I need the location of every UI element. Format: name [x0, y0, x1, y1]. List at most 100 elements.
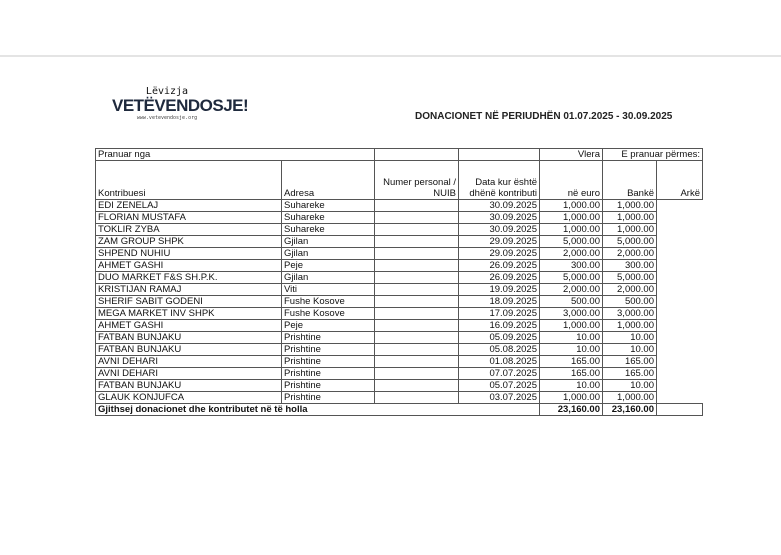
cell-bank: 1,000.00	[602, 211, 657, 224]
cell-cash	[657, 272, 703, 284]
col-date: Data kur është dhënë kontributi	[458, 160, 540, 200]
table-row: AHMET GASHI Peje 16.09.2025 1,000.00 1,000.0…	[95, 319, 703, 332]
cell-address: Peje	[281, 319, 375, 332]
cell-personal-number	[374, 355, 459, 368]
col-cash: Arkë	[656, 160, 703, 200]
logo-line1: Lëvizja	[145, 86, 189, 97]
cell-contributor: DUO MARKET F&S SH.P.K.	[95, 271, 282, 284]
cell-euro: 165.00	[539, 355, 603, 368]
table-row: AVNI DEHARI Prishtine 07.07.2025 165.00 165.…	[95, 367, 703, 380]
cell-cash	[657, 296, 703, 308]
cell-address: Fushe Kosove	[281, 295, 375, 308]
scan-artifact	[0, 55, 781, 57]
cell-cash	[657, 356, 703, 368]
cell-personal-number	[374, 331, 459, 344]
cell-euro: 3,000.00	[539, 307, 603, 320]
cell-date: 19.09.2025	[458, 283, 540, 296]
document-title: DONACIONET NË PERIUDHËN 01.07.2025 - 30.…	[415, 111, 673, 122]
cell-date: 30.09.2025	[458, 199, 540, 212]
cell-bank: 2,000.00	[602, 247, 657, 260]
cell-euro: 10.00	[539, 331, 603, 344]
cell-cash	[657, 320, 703, 332]
cell-date: 01.08.2025	[458, 355, 540, 368]
cell-cash	[657, 332, 703, 344]
cell-cash	[657, 236, 703, 248]
cell-contributor: SHPEND NUHIU	[95, 247, 282, 260]
cell-bank: 300.00	[602, 259, 657, 272]
table-row: AVNI DEHARI Prishtine 01.08.2025 165.00 165.…	[95, 355, 703, 368]
cell-bank: 165.00	[602, 355, 657, 368]
cell-contributor: AHMET GASHI	[95, 259, 282, 272]
cell-date: 03.07.2025	[458, 391, 540, 404]
cell-euro: 1,000.00	[539, 319, 603, 332]
cell-cash	[657, 344, 703, 356]
col-contributor: Kontribuesi	[95, 160, 282, 200]
cell-euro: 2,000.00	[539, 247, 603, 260]
cell-date: 05.09.2025	[458, 331, 540, 344]
cell-contributor: GLAUK KONJUFCA	[95, 391, 282, 404]
table-row: FATBAN BUNJAKU Prishtine 05.07.2025 10.00 10…	[95, 379, 703, 392]
cell-personal-number	[374, 343, 459, 356]
total-cash	[656, 403, 703, 416]
cell-address: Gjilan	[281, 247, 375, 260]
cell-date: 18.09.2025	[458, 295, 540, 308]
value-header: Vlera	[539, 148, 603, 161]
cell-address: Suhareke	[281, 199, 375, 212]
cell-cash	[657, 224, 703, 236]
cell-personal-number	[374, 199, 459, 212]
cell-contributor: EDI ZENELAJ	[95, 199, 282, 212]
total-row: Gjithsej donacionet dhe kontributet në t…	[95, 403, 703, 416]
cell-personal-number	[374, 379, 459, 392]
cell-date: 29.09.2025	[458, 235, 540, 248]
cell-bank: 1,000.00	[602, 391, 657, 404]
cell-address: Prishtine	[281, 391, 375, 404]
cell-cash	[657, 392, 703, 404]
cell-contributor: ZAM GROUP SHPK	[95, 235, 282, 248]
logo: Lëvizja VETËVENDOSJE! www.vetevendosje.o…	[112, 86, 249, 121]
table-row: MEGA MARKET INV SHPK Fushe Kosove 17.09.20…	[95, 307, 703, 320]
cell-bank: 2,000.00	[602, 283, 657, 296]
cell-bank: 1,000.00	[602, 199, 657, 212]
cell-date: 07.07.2025	[458, 367, 540, 380]
received-from-header: Pranuar nga	[95, 148, 375, 161]
cell-cash	[657, 260, 703, 272]
table-row: DUO MARKET F&S SH.P.K. Gjilan 26.09.2025 5,…	[95, 271, 703, 284]
cell-address: Suhareke	[281, 211, 375, 224]
table-row: FLORIAN MUSTAFA Suhareke 30.09.2025 1,000.0…	[95, 211, 703, 224]
cell-address: Gjilan	[281, 271, 375, 284]
cell-euro: 2,000.00	[539, 283, 603, 296]
cell-address: Prishtine	[281, 367, 375, 380]
cell-euro: 5,000.00	[539, 271, 603, 284]
cell-cash	[657, 284, 703, 296]
cell-address: Prishtine	[281, 379, 375, 392]
cell-bank: 5,000.00	[602, 235, 657, 248]
table-row: SHERIF SABIT GODENI Fushe Kosove 18.09.202…	[95, 295, 703, 308]
col-euro: në euro	[539, 160, 603, 200]
cell-euro: 500.00	[539, 295, 603, 308]
cell-date: 16.09.2025	[458, 319, 540, 332]
cell-euro: 165.00	[539, 367, 603, 380]
cell-bank: 5,000.00	[602, 271, 657, 284]
table-row: GLAUK KONJUFCA Prishtine 03.07.2025 1,000.0…	[95, 391, 703, 404]
cell-personal-number	[374, 391, 459, 404]
cell-euro: 10.00	[539, 343, 603, 356]
cell-bank: 10.00	[602, 343, 657, 356]
cell-personal-number	[374, 319, 459, 332]
col-address: Adresa	[281, 160, 375, 200]
cell-date: 29.09.2025	[458, 247, 540, 260]
cell-contributor: FATBAN BUNJAKU	[95, 331, 282, 344]
cell-bank: 10.00	[602, 379, 657, 392]
cell-personal-number	[374, 211, 459, 224]
cell-personal-number	[374, 271, 459, 284]
total-label: Gjithsej donacionet dhe kontributet në t…	[95, 403, 540, 416]
cell-cash	[657, 380, 703, 392]
cell-contributor: SHERIF SABIT GODENI	[95, 295, 282, 308]
table-row: TOKLIR ZYBA Suhareke 30.09.2025 1,000.00 1,0…	[95, 223, 703, 236]
cell-euro: 1,000.00	[539, 199, 603, 212]
cell-euro: 10.00	[539, 379, 603, 392]
cell-address: Viti	[281, 283, 375, 296]
cell-contributor: TOKLIR ZYBA	[95, 223, 282, 236]
cell-bank: 3,000.00	[602, 307, 657, 320]
cell-bank: 1,000.00	[602, 223, 657, 236]
cell-personal-number	[374, 235, 459, 248]
